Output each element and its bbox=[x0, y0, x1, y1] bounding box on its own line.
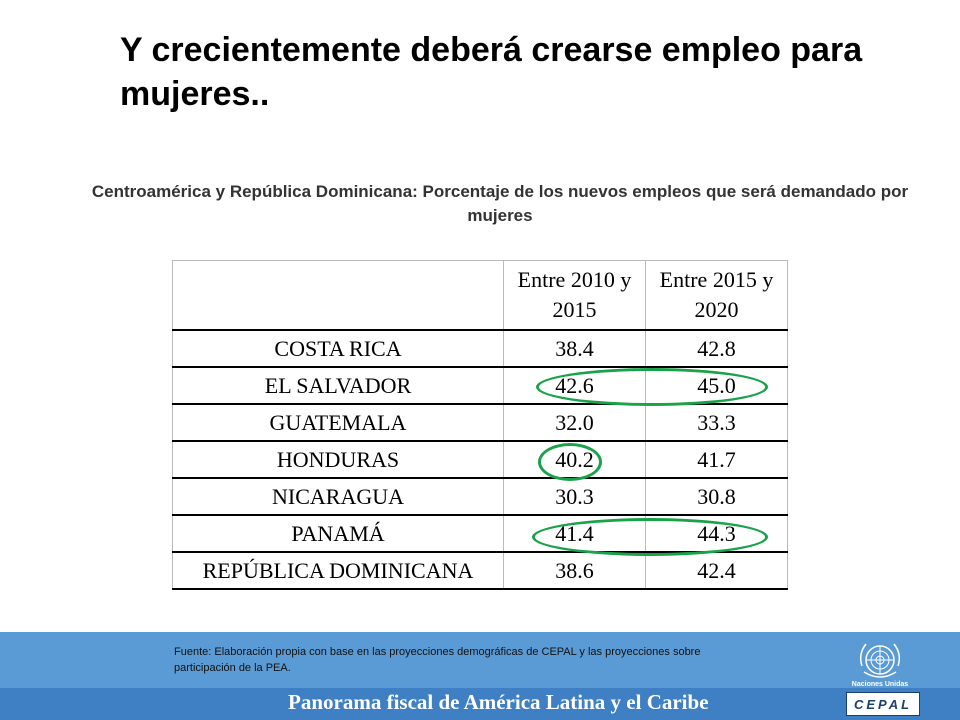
slide-title: Y crecientemente deberá crearse empleo p… bbox=[120, 31, 863, 113]
table-row: GUATEMALA 32.0 33.3 bbox=[172, 403, 788, 442]
value-cell: 40.2 bbox=[503, 440, 646, 479]
value-cell: 33.3 bbox=[645, 403, 788, 442]
value-cell: 30.8 bbox=[645, 477, 788, 516]
country-cell: EL SALVADOR bbox=[172, 366, 504, 405]
country-cell: PANAMÁ bbox=[172, 514, 504, 553]
value-cell: 38.6 bbox=[503, 551, 646, 590]
footer-band bbox=[0, 688, 960, 720]
un-label: Naciones Unidas bbox=[851, 681, 909, 688]
footer-title: Panorama fiscal de América Latina y el C… bbox=[288, 690, 709, 714]
country-cell: HONDURAS bbox=[172, 440, 504, 479]
value-cell: 42.6 bbox=[503, 366, 646, 405]
value-cell: 41.7 bbox=[645, 440, 788, 479]
value-cell: 30.3 bbox=[503, 477, 646, 516]
cepal-logo: CEPAL bbox=[846, 692, 920, 716]
table-row: COSTA RICA 38.4 42.8 bbox=[172, 329, 788, 368]
table-header-row: Entre 2010 y 2015 Entre 2015 y 2020 bbox=[172, 260, 788, 331]
country-cell: NICARAGUA bbox=[172, 477, 504, 516]
country-cell: GUATEMALA bbox=[172, 403, 504, 442]
header-cell-2015-2020: Entre 2015 y 2020 bbox=[645, 260, 788, 331]
table-caption: Centroamérica y República Dominicana: Po… bbox=[91, 182, 909, 225]
value-cell: 38.4 bbox=[503, 329, 646, 368]
value-cell: 42.4 bbox=[645, 551, 788, 590]
table-row: PANAMÁ 41.4 44.3 bbox=[172, 514, 788, 553]
source-note: Fuente: Elaboración propia con base en l… bbox=[174, 646, 701, 674]
employment-table: Entre 2010 y 2015 Entre 2015 y 2020 COST… bbox=[172, 260, 788, 590]
table-row: REPÚBLICA DOMINICANA 38.6 42.4 bbox=[172, 551, 788, 590]
table-row: EL SALVADOR 42.6 45.0 bbox=[172, 366, 788, 405]
country-cell: COSTA RICA bbox=[172, 329, 504, 368]
value-cell: 42.8 bbox=[645, 329, 788, 368]
value-cell: 41.4 bbox=[503, 514, 646, 553]
value-cell: 45.0 bbox=[645, 366, 788, 405]
country-cell: REPÚBLICA DOMINICANA bbox=[172, 551, 504, 590]
value-cell: 32.0 bbox=[503, 403, 646, 442]
table-row: NICARAGUA 30.3 30.8 bbox=[172, 477, 788, 516]
header-cell-2010-2015: Entre 2010 y 2015 bbox=[503, 260, 646, 331]
un-emblem-icon bbox=[859, 643, 901, 678]
table-row: HONDURAS 40.2 41.7 bbox=[172, 440, 788, 479]
header-cell-empty bbox=[172, 260, 504, 331]
value-cell: 44.3 bbox=[645, 514, 788, 553]
